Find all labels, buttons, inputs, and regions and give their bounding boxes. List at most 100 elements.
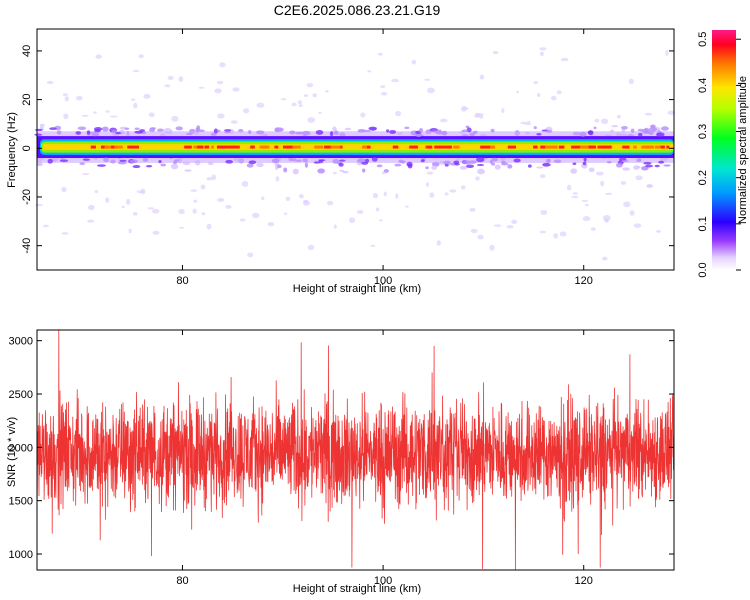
band-edge-blob xyxy=(77,126,87,131)
band-dash xyxy=(129,145,140,149)
spectrogram-speckle xyxy=(439,118,448,123)
spectrogram-speckle xyxy=(581,199,589,202)
band-edge-blob xyxy=(275,127,284,132)
band-dash xyxy=(250,145,255,149)
band-dash xyxy=(339,145,343,149)
band-dash xyxy=(201,145,206,149)
spectrogram-y-tick-label: 0 xyxy=(21,145,33,151)
spectrogram-speckle xyxy=(225,204,232,209)
spectrogram-speckle xyxy=(380,85,386,89)
band-dash xyxy=(654,145,661,149)
chart-title: C2E6.2025.086.23.21.G19 xyxy=(274,2,441,18)
spectrogram-speckle xyxy=(459,165,468,170)
spectrogram-speckle xyxy=(130,98,136,102)
band-dash xyxy=(324,145,332,149)
band-edge-blob xyxy=(389,129,397,135)
spectrogram-speckle xyxy=(307,117,316,123)
spectrogram-speckle xyxy=(261,196,265,201)
spectrogram-speckle xyxy=(444,192,449,196)
band-core xyxy=(43,144,674,150)
spectrogram-speckle xyxy=(292,168,299,175)
spectrogram-speckle xyxy=(602,215,611,222)
spectrogram-speckle xyxy=(39,123,45,127)
spectrogram-speckle xyxy=(87,219,95,223)
spectrogram-speckle xyxy=(635,175,643,181)
band-edge-blob xyxy=(158,159,162,164)
band-dash xyxy=(545,145,551,149)
band-dash xyxy=(114,145,123,149)
band-edge-blob xyxy=(406,161,413,167)
band-dash xyxy=(392,145,399,149)
band-edge-blob xyxy=(553,159,562,164)
snr-panel: 80 100 120 1000 1500 2000 2500 3000 Height of … xyxy=(6,329,675,595)
band-edge-blob xyxy=(186,132,193,136)
band-edge-blob xyxy=(149,127,157,130)
spectrogram-speckle xyxy=(379,219,383,222)
spectrogram-speckle xyxy=(342,170,349,174)
spectrogram-speckle xyxy=(533,81,539,85)
band-edge-blob xyxy=(49,127,57,131)
band-dash xyxy=(274,145,279,149)
band-dash xyxy=(548,145,558,149)
spectrogram-speckle xyxy=(344,127,352,131)
band-edge-blob xyxy=(318,159,326,162)
band-dash xyxy=(127,145,133,149)
band-edge-blob xyxy=(313,161,321,164)
band-edge-blob xyxy=(368,126,378,131)
band-edge-blob xyxy=(139,129,145,132)
band-dash xyxy=(597,145,607,149)
band-edge-blob xyxy=(643,161,652,165)
spectrogram-x-tick-label: 120 xyxy=(575,275,593,287)
band-dash xyxy=(507,145,516,149)
spectrogram-speckle xyxy=(230,120,238,124)
colorbar: 0.0 0.1 0.2 0.3 0.4 0.5 Normalized spectral a… xyxy=(697,30,749,278)
band-dash xyxy=(282,145,288,149)
spectrogram-speckle xyxy=(193,199,198,203)
spectrogram-speckle xyxy=(256,162,264,168)
band-edge-blob xyxy=(224,130,231,134)
band-edge-blob xyxy=(371,156,378,162)
band-edge-blob xyxy=(546,159,551,162)
spectrogram-speckle xyxy=(449,189,457,193)
band-edge-blob xyxy=(615,162,623,168)
spectrogram-speckle xyxy=(211,174,217,181)
colorbar-tick-label: 0.2 xyxy=(697,170,709,185)
spectrogram-speckle xyxy=(87,204,95,211)
spectrogram-speckle xyxy=(92,111,97,114)
spectrogram-speckle xyxy=(405,205,409,208)
band-edge-blob xyxy=(47,158,53,164)
band-dash xyxy=(622,145,630,149)
band-edge-blob xyxy=(490,128,495,133)
spectrogram-speckle xyxy=(663,164,671,167)
spectrogram-speckle xyxy=(356,210,364,214)
spectrogram-speckle xyxy=(94,190,99,194)
band-edge-blob xyxy=(225,159,233,164)
spectrogram-speckle xyxy=(375,207,380,212)
spectrogram-x-axis-label: Height of straight line (km) xyxy=(293,283,421,295)
band-edge-blob xyxy=(82,158,91,161)
spectrogram-speckle xyxy=(318,111,322,114)
band-edge-blob xyxy=(302,130,311,136)
spectrogram-speckle xyxy=(216,197,225,202)
spectrogram-y-ticks: -40 -20 0 20 40 xyxy=(21,45,674,254)
band-dash xyxy=(409,145,418,149)
spectrogram-speckle xyxy=(570,168,578,174)
spectrogram-speckle xyxy=(267,221,275,227)
spectrogram-speckle xyxy=(501,107,505,114)
snr-y-ticks: 1000 1500 2000 2500 3000 xyxy=(9,336,674,561)
band-edge-blob xyxy=(462,160,472,165)
spectrogram-speckle xyxy=(377,52,383,56)
band-edge-blob xyxy=(175,126,183,131)
spectrogram-speckle xyxy=(475,176,480,181)
snr-x-ticks: 80 100 120 xyxy=(176,330,593,587)
band-edge-blob xyxy=(156,128,164,132)
band-edge-blob xyxy=(501,160,506,164)
snr-y-axis-label: SNR (10 * v/v) xyxy=(6,417,18,487)
band-edge-blob xyxy=(441,130,448,136)
spectrogram-speckle xyxy=(477,234,484,240)
spectrogram-speckle xyxy=(550,95,557,101)
spectrogram-speckle xyxy=(460,185,466,190)
spectrogram-speckle xyxy=(600,118,609,125)
spectrogram-speckle xyxy=(460,105,467,112)
colorbar-gradient xyxy=(712,30,736,270)
